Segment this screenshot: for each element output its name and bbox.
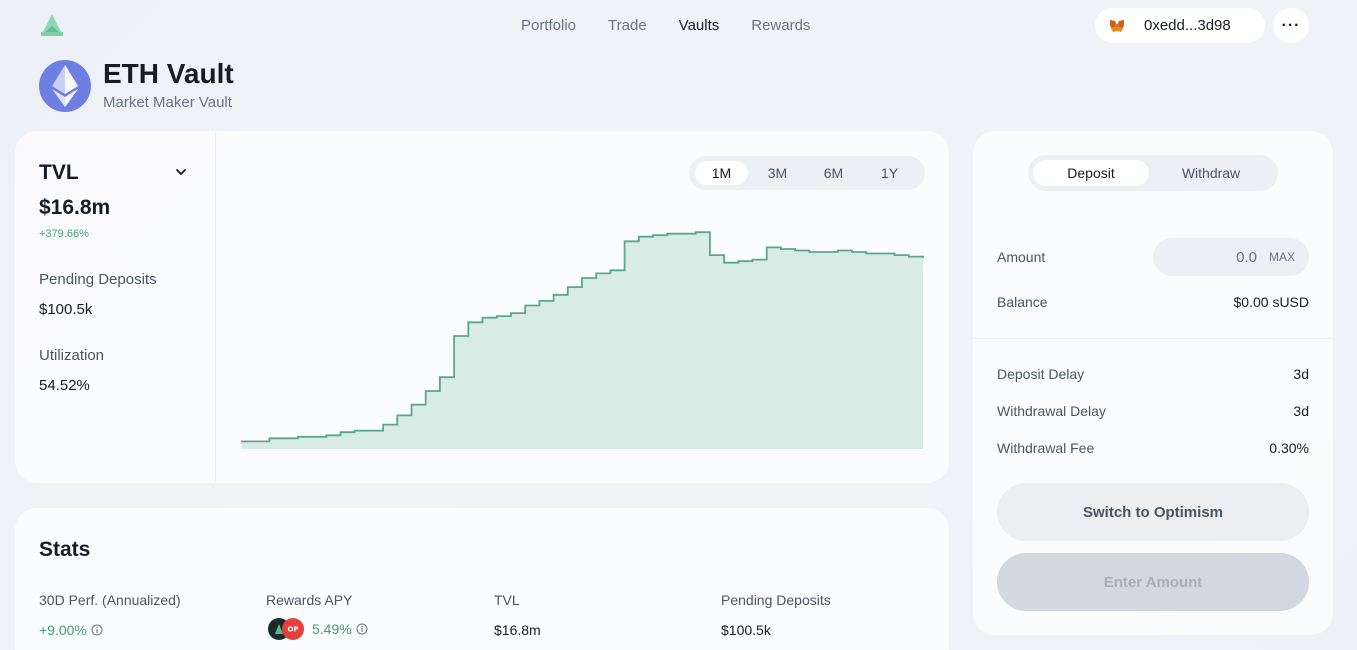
metric-selector[interactable]: TVL	[39, 161, 79, 184]
vault-subtitle: Market Maker Vault	[103, 94, 232, 111]
tvl-chart	[241, 231, 924, 449]
divider	[973, 338, 1333, 339]
nav-link-portfolio[interactable]: Portfolio	[521, 17, 577, 34]
withdrawal-delay-label: Withdrawal Delay	[997, 403, 1106, 419]
tab-withdraw[interactable]: Withdraw	[1181, 165, 1241, 181]
range-tab-6m[interactable]: 6M	[823, 165, 844, 181]
svg-text:OP: OP	[287, 626, 298, 634]
pending-deposits-value: $100.5k	[39, 301, 93, 318]
vertical-divider	[215, 131, 216, 483]
stat-value: $16.8m	[494, 622, 541, 638]
withdrawal-delay-value: 3d	[1293, 403, 1309, 419]
tvl-value: $16.8m	[39, 196, 111, 219]
rewards-token-icons: OP	[268, 618, 304, 640]
stat-rewards-apy: Rewards APY OP 5.49%	[266, 592, 368, 642]
withdrawal-fee-label: Withdrawal Fee	[997, 440, 1095, 456]
balance-label: Balance	[997, 294, 1048, 310]
stats-card: Stats 30D Perf. (Annualized) +9.00% Rewa…	[15, 508, 949, 650]
stat-perf: 30D Perf. (Annualized) +9.00%	[39, 592, 181, 638]
withdrawal-fee-row: Withdrawal Fee 0.30%	[997, 440, 1309, 456]
amount-input[interactable]: 0.0 MAX	[1153, 238, 1309, 276]
nav-link-trade[interactable]: Trade	[608, 17, 647, 34]
deposit-panel: Deposit Withdraw Amount 0.0 MAX Balance …	[973, 131, 1333, 635]
info-icon[interactable]	[356, 623, 368, 635]
stat-label: TVL	[494, 592, 520, 608]
withdrawal-fee-value: 0.30%	[1269, 440, 1309, 456]
enter-amount-button[interactable]: Enter Amount	[997, 553, 1309, 611]
pending-deposits-label: Pending Deposits	[39, 271, 157, 288]
stat-label: Rewards APY	[266, 592, 353, 608]
balance-value: $0.00 sUSD	[1233, 294, 1309, 310]
deposit-delay-label: Deposit Delay	[997, 366, 1085, 382]
switch-network-button[interactable]: Switch to Optimism	[997, 483, 1309, 541]
top-nav: Portfolio Trade Vaults Rewards 0xedd...3…	[0, 0, 1357, 52]
range-tab-1y[interactable]: 1Y	[880, 165, 899, 181]
tvl-card: TVL $16.8m +379.66% Pending Deposits $10…	[15, 131, 949, 483]
op-token-icon	[282, 618, 304, 640]
app-logo-icon[interactable]	[38, 12, 66, 38]
range-tab-1m[interactable]: 1M	[695, 161, 748, 185]
range-tabs: 1M 3M 6M 1Y	[689, 156, 925, 190]
stat-value: +9.00%	[39, 622, 87, 638]
metamask-fox-icon	[1110, 19, 1124, 32]
deposit-withdraw-toggle: Deposit Withdraw	[1028, 155, 1278, 191]
balance-row: Balance $0.00 sUSD	[997, 294, 1309, 310]
info-icon[interactable]	[91, 624, 103, 636]
max-button[interactable]: MAX	[1268, 250, 1295, 264]
stat-tvl: TVL $16.8m	[494, 592, 541, 638]
utilization-label: Utilization	[39, 347, 105, 364]
vault-title: ETH Vault	[103, 58, 234, 89]
stat-label: 30D Perf. (Annualized)	[39, 592, 181, 608]
wallet-address: 0xedd...3d98	[1144, 17, 1231, 34]
nav-links: Portfolio Trade Vaults Rewards	[521, 16, 842, 36]
tvl-line	[241, 231, 924, 443]
stat-value: 5.49%	[312, 621, 352, 637]
amount-row: Amount 0.0 MAX	[997, 238, 1309, 276]
range-tab-3m[interactable]: 3M	[767, 165, 788, 181]
stat-value: $100.5k	[721, 622, 771, 638]
utilization-value: 54.52%	[39, 377, 90, 394]
withdrawal-delay-row: Withdrawal Delay 3d	[997, 403, 1309, 419]
amount-label: Amount	[997, 249, 1046, 265]
tvl-area-fill	[241, 232, 923, 449]
amount-value[interactable]: 0.0	[1236, 248, 1257, 266]
deposit-delay-value: 3d	[1293, 366, 1309, 382]
deposit-delay-row: Deposit Delay 3d	[997, 366, 1309, 382]
tab-deposit[interactable]: Deposit	[1033, 160, 1149, 186]
stats-title: Stats	[39, 538, 91, 561]
stat-label: Pending Deposits	[721, 592, 831, 608]
stat-pending-deposits: Pending Deposits $100.5k	[721, 592, 831, 638]
nav-link-rewards[interactable]: Rewards	[751, 17, 811, 34]
eth-icon	[39, 60, 91, 112]
wallet-button[interactable]: 0xedd...3d98	[1095, 8, 1265, 43]
chevron-down-icon[interactable]	[173, 164, 189, 180]
more-options-button[interactable]: ···	[1273, 8, 1309, 43]
nav-link-vaults[interactable]: Vaults	[678, 17, 720, 34]
tvl-change: +379.66%	[39, 228, 89, 240]
